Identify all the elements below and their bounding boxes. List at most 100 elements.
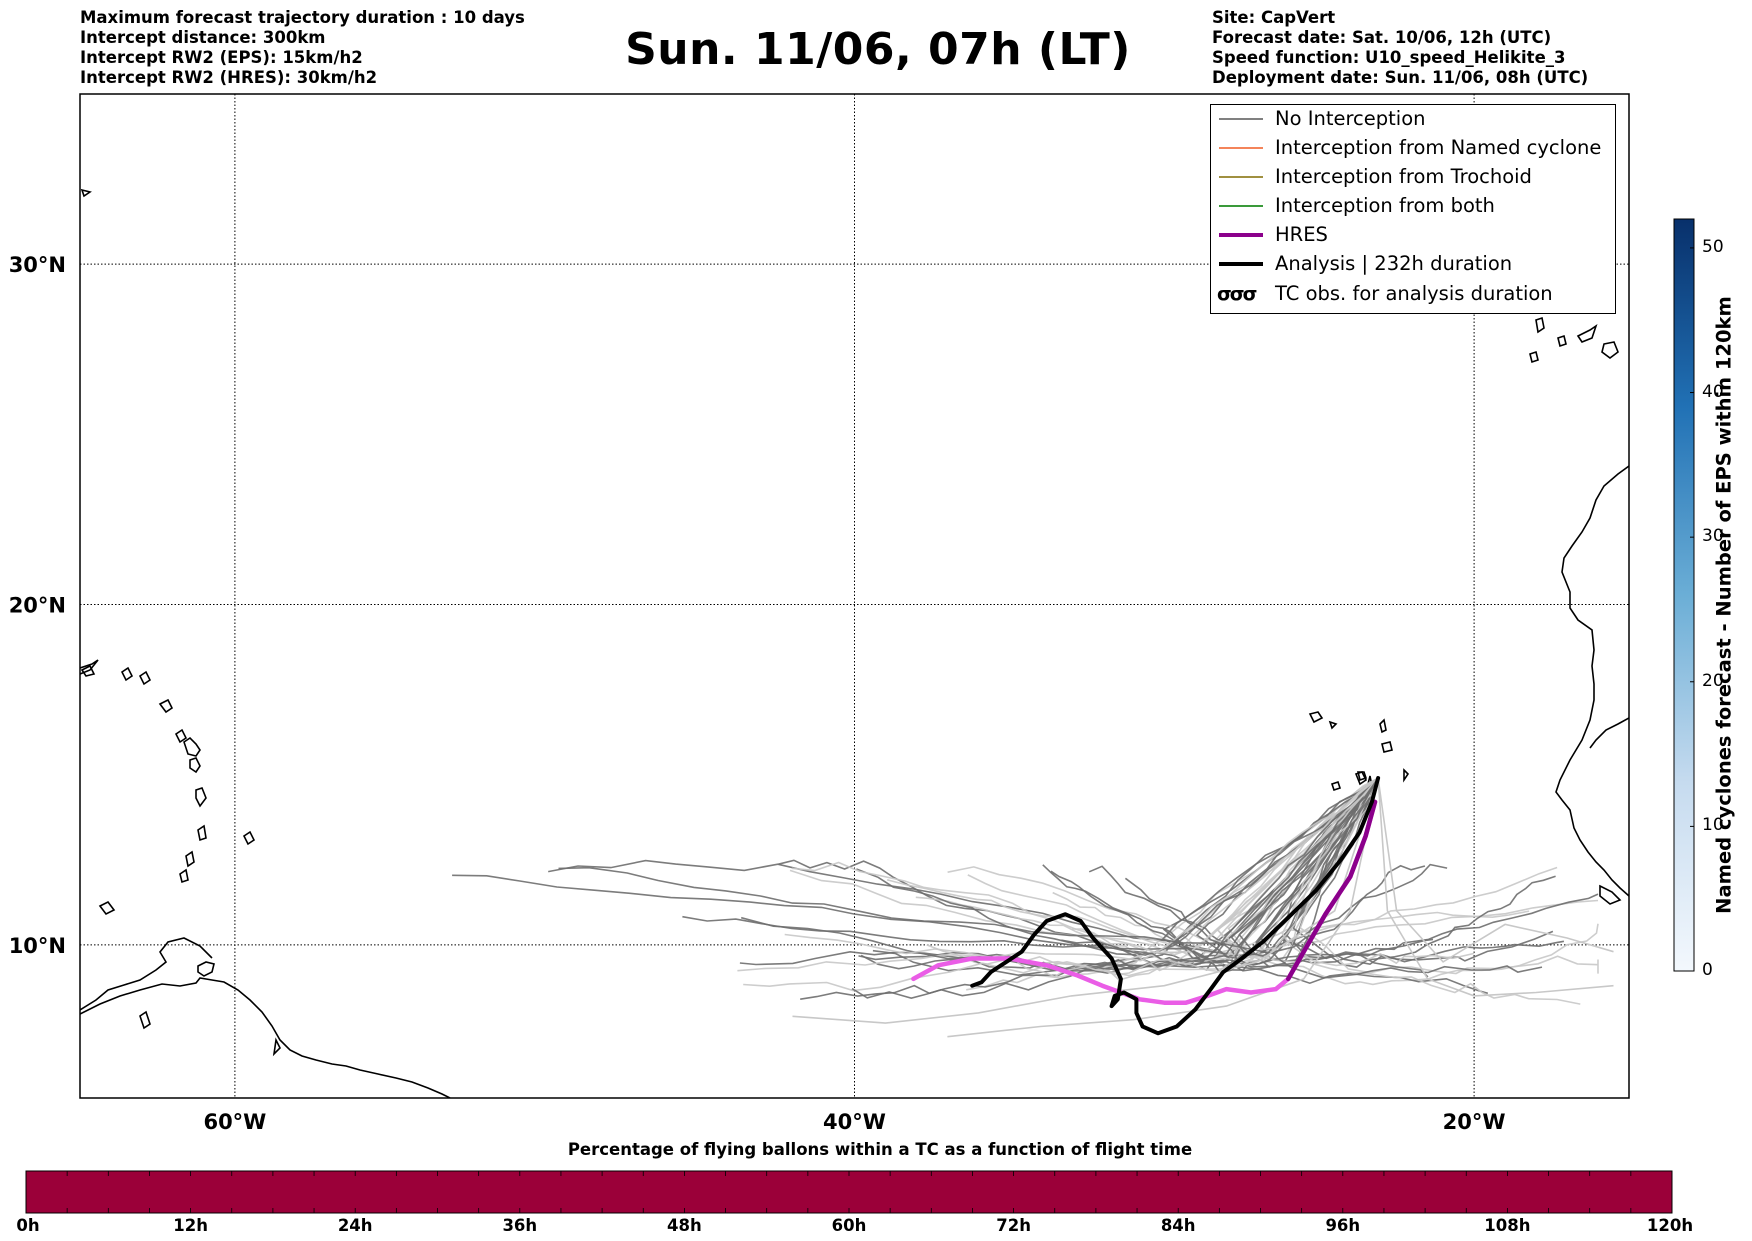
antilles-island [189, 757, 201, 774]
flight-time-tick-label: 24h [337, 1216, 373, 1235]
legend-label: Analysis | 232h duration [1275, 252, 1513, 275]
eps-trajectory [1281, 777, 1565, 963]
antilles-island [197, 824, 207, 842]
cape-verde-island [1308, 711, 1324, 724]
africa-coast [1599, 884, 1622, 905]
antilles-island [183, 736, 201, 757]
forecast-parameters: Maximum forecast trajectory duration : 1… [80, 8, 525, 88]
eps-trajectory [851, 777, 1379, 1000]
eps-trajectory [740, 777, 1379, 972]
flight-time-colorbar-title: Percentage of flying ballons within a TC… [567, 1140, 1193, 1159]
legend: No Interception Interception from Named … [1210, 104, 1616, 314]
africa-coast [1589, 717, 1629, 749]
latitude-tick-label: 10°N [9, 934, 66, 958]
eps-trajectory [1377, 778, 1614, 997]
canary-island [1529, 350, 1539, 364]
eps-trajectory [1161, 777, 1429, 978]
legend-swatch [1219, 176, 1263, 178]
eps-trajectory [1061, 777, 1379, 963]
cape-verde-island [1379, 718, 1387, 734]
cyclone-symbol-icon: σσσ [1217, 283, 1257, 305]
latitude-tick-label: 20°N [9, 594, 66, 618]
eps-trajectory [1072, 777, 1379, 972]
eps-trajectory [1124, 777, 1379, 966]
legend-swatch [1219, 205, 1263, 207]
cyclone-colorbar [1673, 218, 1695, 972]
colorbar-tick-label: 50 [1702, 236, 1724, 257]
eps-trajectory [967, 777, 1379, 958]
cyclone-colorbar-ticks [1690, 247, 1694, 972]
colorbar-tick-label: 20 [1702, 670, 1724, 691]
longitude-tick-label: 20°W [1443, 1110, 1506, 1134]
canary-island [1557, 334, 1567, 348]
antilles-island [80, 664, 96, 677]
eps-trajectory [1050, 777, 1379, 963]
legend-item: HRES [1211, 221, 1615, 249]
flight-time-tick-label: 12h [173, 1216, 208, 1235]
map-gridlines [80, 94, 1629, 1098]
colorbar-tick-label: 10 [1702, 815, 1724, 836]
antilles-island [174, 728, 188, 744]
cape-verde-island [1381, 741, 1393, 753]
longitude-tick-label: 60°W [203, 1110, 266, 1134]
info-line: Maximum forecast trajectory duration : 1… [80, 8, 525, 27]
map-frame [79, 93, 1630, 1099]
legend-item: σσσ TC obs. for analysis duration [1211, 280, 1615, 308]
eps-trajectory [558, 777, 1379, 955]
cape-verde-island [1330, 780, 1342, 792]
info-line: Intercept RW2 (EPS): 15km/h2 [80, 48, 363, 67]
eps-trajectory [886, 777, 1379, 962]
legend-label: Interception from Trochoid [1275, 165, 1532, 188]
colorbar-tick-label: 0 [1702, 960, 1713, 980]
antilles-island [185, 850, 195, 868]
antilles-island [120, 666, 134, 682]
canary-island [1576, 324, 1598, 343]
eps-trajectory [1377, 777, 1614, 963]
legend-item: Interception from both [1211, 192, 1615, 220]
legend-swatch [1219, 262, 1263, 266]
eps-trajectory [1230, 777, 1426, 957]
analysis-trajectory [970, 776, 1381, 1036]
legend-swatch [1219, 147, 1263, 149]
hres-trajectory-segment [1285, 799, 1378, 982]
antilles-island [139, 1010, 151, 1030]
legend-item: Analysis | 232h duration [1211, 250, 1615, 278]
antilles-island [195, 787, 207, 808]
flight-time-tick-label: 36h [502, 1216, 538, 1235]
latitude-labels: 30°N 20°N 10°N [9, 253, 66, 958]
legend-item: No Interception [1211, 105, 1615, 133]
legend-swatch [1219, 233, 1263, 237]
flight-time-tick-label: 120h [1646, 1216, 1694, 1235]
legend-item: Interception from Named cyclone [1211, 134, 1615, 162]
colorbar-tick-label: 30 [1702, 526, 1724, 547]
flight-time-tick-label: 0h [16, 1216, 40, 1235]
eps-trajectory [1016, 777, 1379, 978]
eps-trajectory [1281, 777, 1475, 967]
flight-time-tick-label: 108h [1484, 1216, 1531, 1235]
info-line: Deployment date: Sun. 11/06, 08h (UTC) [1212, 68, 1589, 87]
info-line: Site: CapVert [1212, 8, 1336, 27]
trinidad-coast [197, 961, 215, 977]
colorbar-tick-label: 40 [1702, 381, 1724, 402]
canary-island [1535, 316, 1545, 334]
canary-island [1601, 341, 1619, 359]
flight-time-tick-label: 48h [667, 1216, 702, 1235]
page-title: Sun. 11/06, 07h (LT) [625, 24, 1131, 75]
antilles-island [272, 1037, 281, 1057]
flight-time-tick-label: 84h [1160, 1216, 1196, 1235]
site-parameters: Site: CapVert Forecast date: Sat. 10/06,… [1212, 8, 1588, 88]
eps-trajectory [1225, 777, 1558, 961]
flight-time-bar [25, 1170, 1673, 1214]
info-line: Speed function: U10_speed_Helikite_3 [1212, 48, 1566, 67]
antilles-island [80, 659, 99, 675]
legend-label: Interception from Named cyclone [1275, 136, 1602, 159]
south-america-coast [80, 977, 451, 1098]
flight-time-tick-label: 96h [1325, 1216, 1361, 1235]
cape-verde-island [1354, 771, 1368, 786]
info-line: Forecast date: Sat. 10/06, 12h (UTC) [1212, 28, 1552, 47]
eps-trajectory [1216, 777, 1581, 1005]
coastlines [80, 188, 1629, 1098]
latitude-tick-label: 30°N [9, 253, 66, 277]
legend-swatch [1219, 118, 1263, 120]
